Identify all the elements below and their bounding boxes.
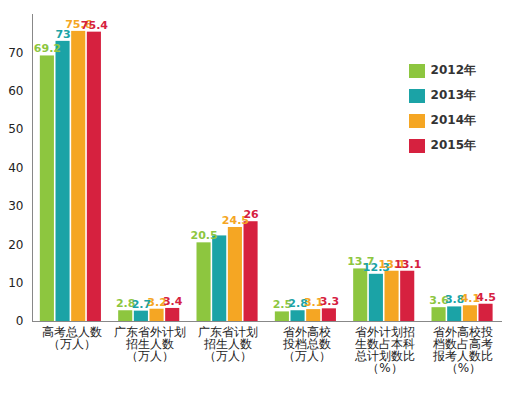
svg-text:13.7: 13.7	[347, 255, 375, 269]
svg-text:3.1: 3.1	[304, 296, 324, 310]
svg-text:0: 0	[16, 314, 24, 328]
svg-text:4.1: 4.1	[460, 292, 481, 306]
svg-text:省外高校投档数占高考报考人数比（%）: 省外高校投档数占高考报考人数比（%）	[432, 325, 493, 375]
svg-text:69.2: 69.2	[34, 42, 61, 55]
svg-text:3.8: 3.8	[445, 293, 465, 307]
svg-text:2.7: 2.7	[131, 297, 152, 311]
svg-text:广东省计划招生人数（万人）: 广东省计划招生人数（万人）	[198, 325, 258, 363]
svg-text:3.3: 3.3	[320, 295, 340, 308]
svg-text:13.1: 13.1	[378, 257, 406, 271]
svg-text:12.3: 12.3	[362, 260, 390, 274]
svg-text:20.5: 20.5	[190, 229, 217, 242]
svg-text:75.6: 75.6	[65, 17, 93, 31]
svg-text:60: 60	[8, 84, 23, 98]
svg-text:70: 70	[8, 46, 23, 60]
svg-text:26: 26	[243, 208, 259, 221]
svg-text:20: 20	[8, 238, 23, 252]
svg-text:2.5: 2.5	[272, 298, 293, 312]
html-text:2014年: 2014年	[430, 113, 476, 127]
svg-text:13.1: 13.1	[394, 258, 421, 271]
svg-text:3.6: 3.6	[429, 294, 449, 308]
html-text:2012年: 2012年	[430, 63, 476, 77]
svg-text:3.4: 3.4	[163, 295, 183, 308]
svg-text:50: 50	[8, 122, 23, 136]
svg-text:2.8: 2.8	[288, 297, 308, 311]
svg-text:24.5: 24.5	[221, 214, 249, 227]
svg-text:30: 30	[8, 199, 23, 213]
svg-text:40: 40	[8, 161, 23, 175]
svg-text:省外高校投档总数（万人）: 省外高校投档总数（万人）	[282, 325, 331, 363]
html-text:2015年: 2015年	[430, 138, 476, 152]
svg-text:广东省外计划招生人数（万人）: 广东省外计划招生人数（万人）	[114, 325, 186, 363]
svg-text:10: 10	[8, 276, 23, 290]
svg-text:2.8: 2.8	[116, 297, 136, 311]
svg-text:3.2: 3.2	[147, 295, 167, 309]
svg-text:4.5: 4.5	[476, 291, 496, 304]
svg-text:73: 73	[55, 27, 71, 41]
svg-text:高考总人数（万人）: 高考总人数（万人）	[42, 325, 102, 351]
svg-text:75.4: 75.4	[81, 19, 108, 32]
svg-text:省外计划招生数占本科总计划数比（%）: 省外计划招生数占本科总计划数比（%）	[354, 325, 415, 375]
html-text:2013年: 2013年	[430, 88, 476, 102]
